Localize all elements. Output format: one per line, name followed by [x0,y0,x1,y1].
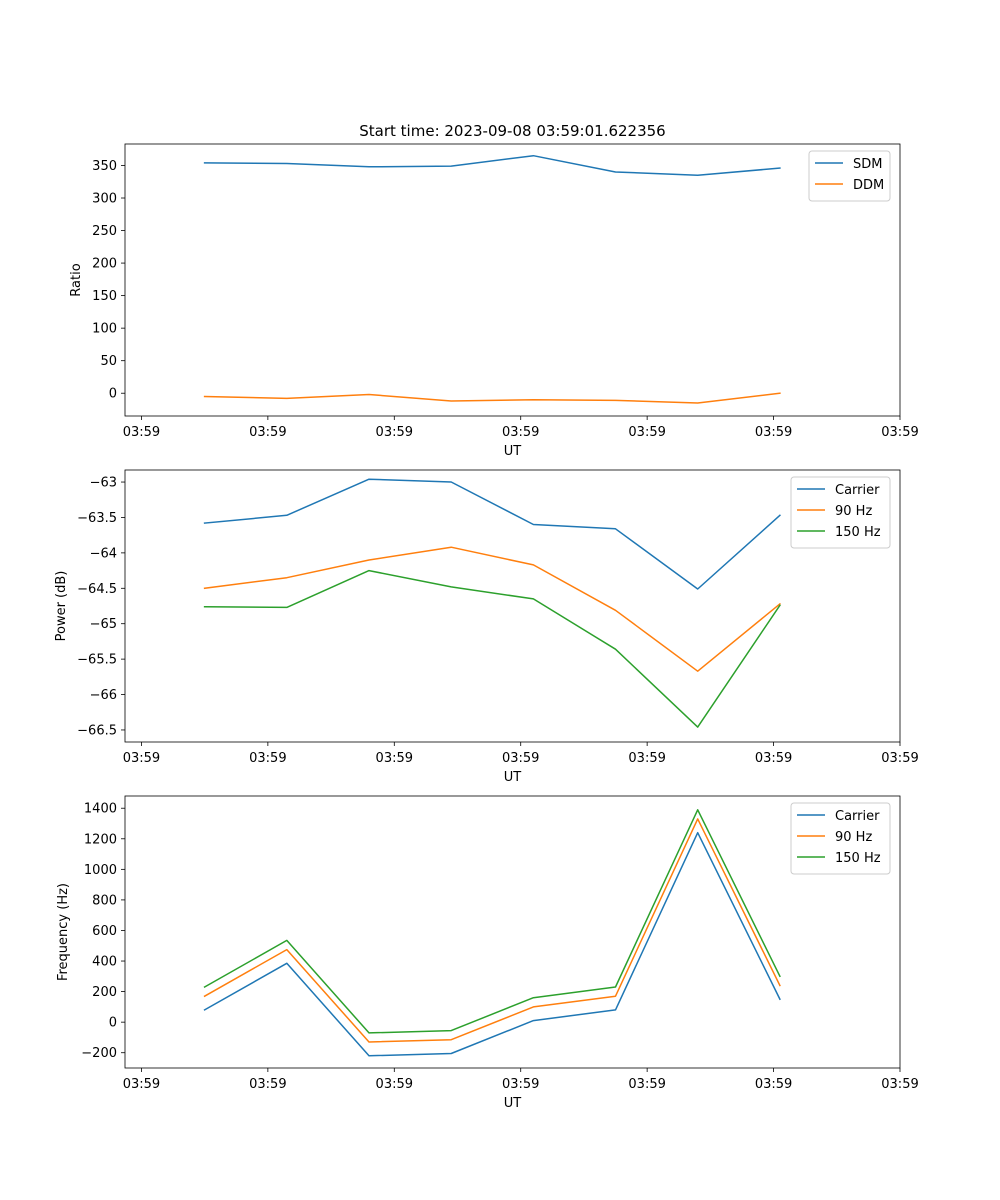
y-tick-label: −66 [90,688,117,703]
x-tick-label: 03:59 [881,425,918,440]
x-tick-label: 03:59 [123,425,160,440]
y-axis-label: Power (dB) [54,571,69,642]
legend-label: 90 Hz [835,830,872,845]
x-tick-label: 03:59 [376,1077,413,1092]
series-line-carrier [203,831,781,1057]
x-tick-label: 03:59 [502,425,539,440]
y-tick-label: 1400 [84,802,117,817]
y-tick-label: 200 [92,985,117,1000]
legend-label: 150 Hz [835,525,881,540]
y-tick-label: 50 [100,354,117,369]
y-tick-label: −64.5 [77,582,117,597]
y-tick-label: 1200 [84,832,117,847]
y-tick-label: −65 [90,617,117,632]
y-tick-label: −64 [90,546,117,561]
y-tick-label: 0 [109,1016,117,1031]
x-axis-label: UT [504,770,522,785]
series-line-90-hz [203,818,781,1043]
series-line-90-hz [203,546,781,672]
x-axis-label: UT [504,444,522,459]
x-tick-label: 03:59 [249,425,286,440]
subplot-1: 03:5903:5903:5903:5903:5903:5903:5904:00… [69,143,919,459]
y-tick-label: 100 [92,322,117,337]
legend: Carrier 90 Hz 150 Hz [790,476,891,549]
series-line-150-hz [203,569,781,728]
y-axis-label: Ratio [69,263,84,296]
y-tick-label: 150 [92,289,117,304]
x-tick-label: 03:59 [628,1077,665,1092]
x-tick-label: 03:59 [755,751,792,766]
subplots: 03:5903:5903:5903:5903:5903:5903:5904:00… [54,143,919,1111]
subplot-2: 03:5903:5903:5903:5903:5903:5903:5904:00… [54,469,919,785]
y-tick-label: 250 [92,224,117,239]
x-tick-label: 03:59 [376,425,413,440]
x-tick-label: 03:59 [628,425,665,440]
series-line-carrier [203,478,781,590]
axes-frame [124,795,901,1069]
legend-label: 90 Hz [835,504,872,519]
y-tick-label: 800 [92,893,117,908]
y-tick-label: 0 [109,387,117,402]
legend-label: 150 Hz [835,851,881,866]
x-tick-label: 03:59 [755,1077,792,1092]
x-tick-label: 03:59 [881,1077,918,1092]
y-tick-label: 1000 [84,863,117,878]
x-tick-label: 03:59 [123,1077,160,1092]
y-tick-label: −65.5 [77,653,117,668]
legend-label: SDM [853,157,882,172]
x-tick-label: 03:59 [123,751,160,766]
y-tick-label: 400 [92,955,117,970]
x-tick-label: 03:59 [249,751,286,766]
y-tick-label: −66.5 [77,723,117,738]
x-axis-label: UT [504,1096,522,1111]
axes-frame [124,143,901,417]
legend-label: DDM [853,178,884,193]
x-tick-label: 03:59 [502,1077,539,1092]
figure-title: Start time: 2023-09-08 03:59:01.622356 [359,122,665,140]
y-axis-label: Frequency (Hz) [56,883,71,981]
legend-label: Carrier [835,809,880,824]
x-tick-label: 03:59 [502,751,539,766]
axes-frame [124,469,901,743]
y-tick-label: −63.5 [77,511,117,526]
series-line-ddm [203,392,781,404]
series-line-sdm [203,154,781,176]
y-tick-label: 600 [92,924,117,939]
y-tick-label: 200 [92,257,117,272]
x-tick-label: 03:59 [881,751,918,766]
y-tick-label: 350 [92,159,117,174]
y-tick-label: −200 [81,1046,117,1061]
x-tick-label: 03:59 [249,1077,286,1092]
x-tick-label: 03:59 [376,751,413,766]
legend: Carrier 90 Hz 150 Hz [790,802,891,875]
y-tick-label: 300 [92,192,117,207]
x-tick-label: 03:59 [628,751,665,766]
subplot-3: 03:5903:5903:5903:5903:5903:5903:5904:00… [56,795,919,1111]
y-tick-label: −63 [90,476,117,491]
legend-label: Carrier [835,483,880,498]
legend: SDM DDM [808,150,891,202]
series-line-150-hz [203,809,781,1034]
x-tick-label: 03:59 [755,425,792,440]
